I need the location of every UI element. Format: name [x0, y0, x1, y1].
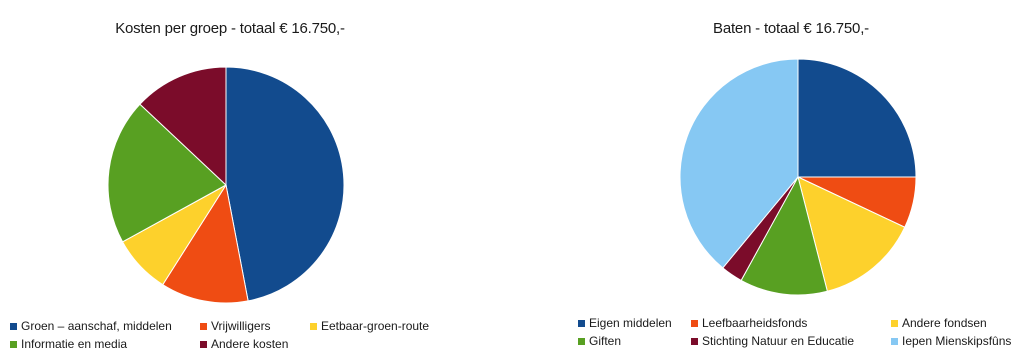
legend-label: Eetbaar-groen-route [321, 319, 430, 333]
legend-swatch [200, 340, 207, 348]
pie-slice-5 [679, 58, 799, 269]
legend-item: Eigen middelen [578, 315, 672, 331]
legend-item: Iepen Mienskipsfûns [891, 333, 1011, 349]
legend-label: Informatie en media [21, 337, 128, 351]
legend-swatch [200, 322, 207, 330]
pie-canvas [679, 58, 917, 296]
legend-label: Vrijwilligers [211, 319, 271, 333]
legend-label: Stichting Natuur en Educatie [702, 334, 855, 348]
legend-swatch [10, 322, 17, 330]
pie-slice-2 [797, 176, 906, 292]
legend-item: Eetbaar-groen-route [310, 318, 429, 334]
pie-slice-4 [139, 66, 227, 187]
pie-slice-3 [107, 103, 227, 243]
legend-item: Groen – aanschaf, middelen [10, 318, 172, 334]
legend-swatch [10, 340, 17, 348]
chart-title: Baten - totaal € 16.750,- [713, 20, 869, 37]
pie-chart-kosten: Kosten per groep - totaal € 16.750,- Gro… [0, 0, 460, 353]
legend-swatch [310, 322, 317, 330]
legend-label: Andere fondsen [902, 316, 987, 330]
pie-slice-1 [162, 183, 249, 304]
legend-swatch [578, 337, 585, 345]
pie-slice-0 [797, 58, 917, 178]
legend-item: Leefbaarheidsfonds [691, 315, 807, 331]
legend-swatch [578, 319, 585, 327]
legend-swatch [691, 337, 698, 345]
legend-label: Groen – aanschaf, middelen [21, 319, 172, 333]
chart-title: Kosten per groep - totaal € 16.750,- [115, 20, 345, 37]
legend-swatch [891, 319, 898, 327]
pie-slice-3 [740, 175, 828, 296]
legend-label: Eigen middelen [589, 316, 672, 330]
legend-item: Vrijwilligers [200, 318, 271, 334]
legend-label: Iepen Mienskipsfûns [902, 334, 1012, 348]
legend-swatch [891, 337, 898, 345]
legend-label: Leefbaarheidsfonds [702, 316, 808, 330]
pie-slice-0 [225, 66, 345, 302]
legend-item: Informatie en media [10, 336, 127, 352]
legend-item: Stichting Natuur en Educatie [691, 333, 854, 349]
legend-label: Andere kosten [211, 337, 289, 351]
legend: Eigen middelen Leefbaarheidsfonds Andere f… [560, 0, 1022, 353]
pie-canvas [107, 66, 345, 304]
legend-item: Giften [578, 333, 621, 349]
legend-item: Andere kosten [200, 336, 288, 352]
legend-item: Andere fondsen [891, 315, 987, 331]
pie-chart-baten: Baten - totaal € 16.750,- Eigen middelen… [560, 0, 1022, 353]
legend-swatch [691, 319, 698, 327]
legend-label: Giften [589, 334, 622, 348]
legend: Groen – aanschaf, middelen Vrijwilligers E… [0, 0, 460, 353]
